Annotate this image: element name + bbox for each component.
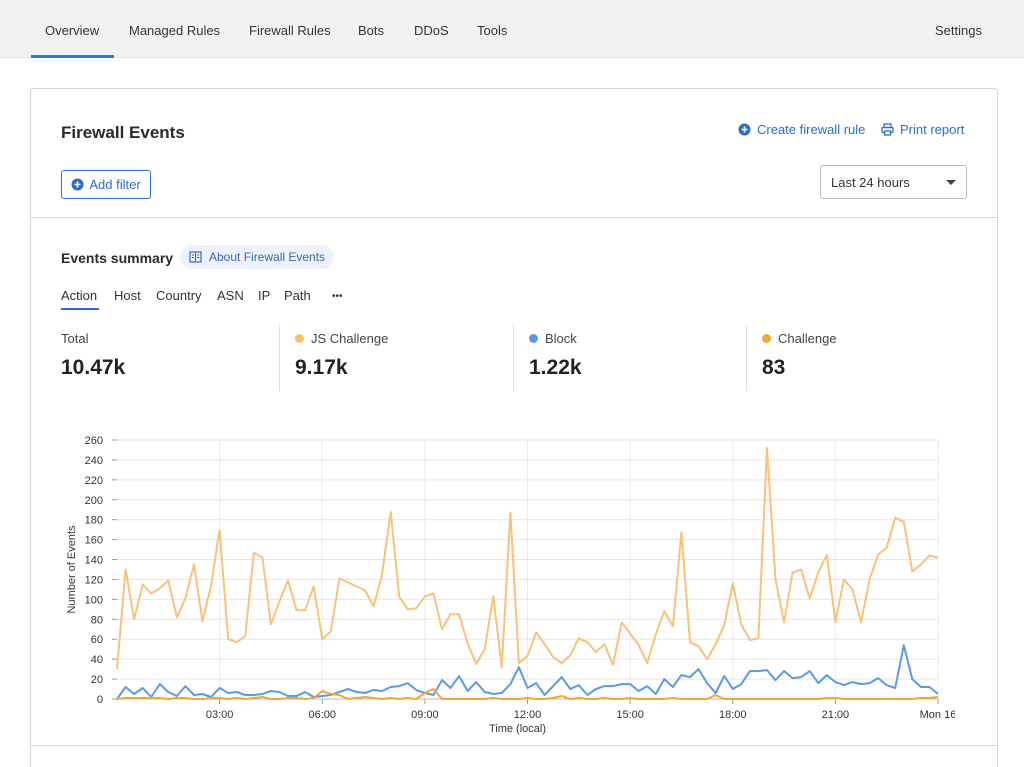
firewall-events-card: Firewall Events Create firewall rule Pri… xyxy=(30,88,998,767)
subtab-more[interactable]: ••• xyxy=(332,291,343,302)
x-tick-label: 09:00 xyxy=(411,709,439,721)
subtab-asn[interactable]: ASN xyxy=(217,288,244,303)
stat-divider xyxy=(279,325,280,391)
y-tick-label: 200 xyxy=(85,495,103,507)
x-tick-label: 06:00 xyxy=(308,709,336,721)
top-navigation: Overview Managed Rules Firewall Rules Bo… xyxy=(0,0,1024,58)
stat-block-value: 1.22k xyxy=(529,356,582,379)
y-tick-label: 260 xyxy=(85,435,103,447)
stat-total: Total 10.47k xyxy=(61,329,125,380)
subtab-country[interactable]: Country xyxy=(156,288,202,303)
active-tab-indicator xyxy=(31,55,114,58)
print-report-label: Print report xyxy=(900,122,965,137)
tab-tools[interactable]: Tools xyxy=(477,23,508,38)
stat-block: Block 1.22k xyxy=(529,329,582,380)
js-challenge-dot xyxy=(295,333,304,343)
stat-divider xyxy=(746,325,747,391)
y-tick-label: 140 xyxy=(85,555,103,567)
add-filter-label: Add filter xyxy=(89,177,141,192)
create-firewall-rule-label: Create firewall rule xyxy=(757,122,866,137)
series-line-challenge xyxy=(116,688,939,700)
card-title: Firewall Events xyxy=(61,123,185,142)
time-range-select[interactable]: Last 24 hours xyxy=(820,165,967,199)
block-dot xyxy=(529,333,538,343)
tab-settings[interactable]: Settings xyxy=(935,23,982,38)
stat-total-label: Total xyxy=(61,330,89,346)
create-firewall-rule-link[interactable]: Create firewall rule xyxy=(738,122,865,137)
stat-js-challenge-label: JS Challenge xyxy=(311,330,389,346)
y-tick-label: 180 xyxy=(85,515,103,527)
x-tick-label: 15:00 xyxy=(616,709,644,721)
events-summary-title: Events summary xyxy=(61,250,174,266)
stat-block-label: Block xyxy=(545,330,577,346)
about-firewall-events-label: About Firewall Events xyxy=(209,250,326,264)
stat-challenge-value: 83 xyxy=(762,356,786,379)
y-axis-label: Number of Events xyxy=(66,525,78,614)
x-tick-label: 12:00 xyxy=(514,709,542,721)
plus-circle-icon xyxy=(71,178,84,191)
x-tick-label: 21:00 xyxy=(822,709,850,721)
book-icon xyxy=(189,251,202,263)
stat-js-challenge: JS Challenge 9.17k xyxy=(295,329,388,380)
y-tick-label: 0 xyxy=(97,694,103,706)
subtab-action[interactable]: Action xyxy=(61,288,98,303)
x-tick-label: 03:00 xyxy=(206,709,234,721)
series-line-block xyxy=(116,644,939,700)
y-tick-label: 240 xyxy=(85,455,103,467)
series-line-js-challenge xyxy=(116,447,939,670)
events-line-chart: 0 20 40 60 80 100 120 140 160 180 200 220 240 260 03:0… xyxy=(66,435,955,735)
add-filter-button[interactable]: Add filter xyxy=(61,170,151,199)
stat-total-value: 10.47k xyxy=(61,356,126,379)
plus-circle-icon xyxy=(738,123,751,136)
time-range-value: Last 24 hours xyxy=(831,174,910,190)
stat-challenge-label: Challenge xyxy=(778,330,837,346)
subtab-ip[interactable]: IP xyxy=(258,288,271,303)
x-tick-label: Mon 16 xyxy=(920,709,955,721)
y-tick-label: 60 xyxy=(91,634,103,646)
subtab-path[interactable]: Path xyxy=(284,288,311,303)
y-tick-label: 220 xyxy=(85,475,103,487)
tab-overview[interactable]: Overview xyxy=(45,23,100,38)
tab-firewall-rules[interactable]: Firewall Rules xyxy=(249,23,331,38)
section-divider xyxy=(31,745,997,746)
stat-divider xyxy=(513,325,514,391)
y-tick-label: 160 xyxy=(85,535,103,547)
challenge-dot xyxy=(762,333,771,343)
printer-icon xyxy=(881,123,894,136)
tab-managed-rules[interactable]: Managed Rules xyxy=(129,23,221,38)
y-tick-label: 20 xyxy=(91,674,103,686)
y-tick-label: 80 xyxy=(91,614,103,626)
tab-ddos[interactable]: DDoS xyxy=(414,23,449,38)
x-axis-label: Time (local) xyxy=(489,723,546,735)
print-report-link[interactable]: Print report xyxy=(881,122,964,137)
active-subtab-indicator xyxy=(61,308,99,310)
chevron-down-icon xyxy=(946,180,956,185)
stat-js-challenge-value: 9.17k xyxy=(295,356,348,379)
tab-bots[interactable]: Bots xyxy=(358,23,385,38)
header-divider xyxy=(31,217,997,218)
about-firewall-events-link[interactable]: About Firewall Events xyxy=(180,245,335,269)
x-tick-label: 18:00 xyxy=(719,709,747,721)
y-tick-label: 100 xyxy=(85,594,103,606)
y-tick-label: 120 xyxy=(85,574,103,586)
y-tick-label: 40 xyxy=(91,654,103,666)
subtab-host[interactable]: Host xyxy=(114,288,141,303)
stat-challenge: Challenge 83 xyxy=(762,329,837,380)
